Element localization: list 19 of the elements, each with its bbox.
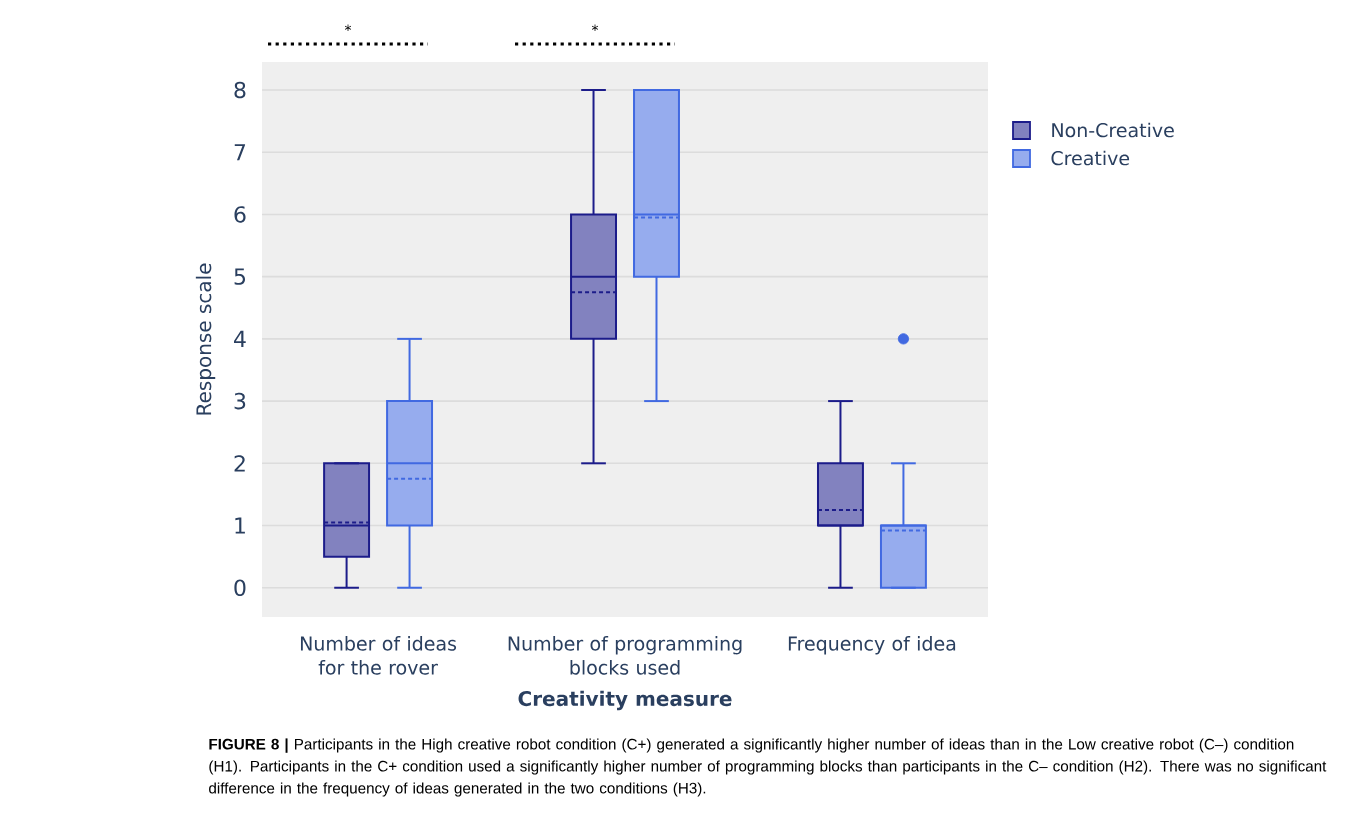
y-tick-label: 8 (234, 81, 246, 99)
y-tick-label: 5 (234, 268, 246, 285)
x-tick-label: Number of ideas for the rover (300, 636, 457, 675)
y-axis-title: Response scale (195, 263, 216, 415)
y-tick-label: 1 (235, 517, 245, 534)
y-tick-label: 6 (234, 206, 246, 223)
x-tick-label: Number of programming blocks used (508, 636, 742, 675)
y-tick-label: 4 (234, 330, 246, 347)
y-tick-label: 0 (234, 579, 246, 597)
legend-label: Creative (1051, 150, 1130, 166)
text: * (591, 24, 599, 31)
text: FIGURE 8 | Participants in the High creative robot condition (C+) generated a significantly higher number of ideas than in the Low creative robot (C–) condition (H1). Participants in the C+ condition used a significantly higher number of programming blocks than participants in the C– condition (H2). There was no significant difference in the frequency of ideas generated in the two conditions (H3). (209, 738, 1327, 797)
text: * (344, 24, 352, 31)
y-tick-label: 3 (234, 392, 246, 410)
y-tick-label: 7 (234, 144, 246, 161)
x-axis-title: Creativity measure (518, 690, 732, 711)
x-tick-label: Frequency of idea (788, 636, 956, 655)
y-tick-label: 2 (234, 455, 245, 472)
legend-label: Non-Creative (1052, 122, 1174, 138)
